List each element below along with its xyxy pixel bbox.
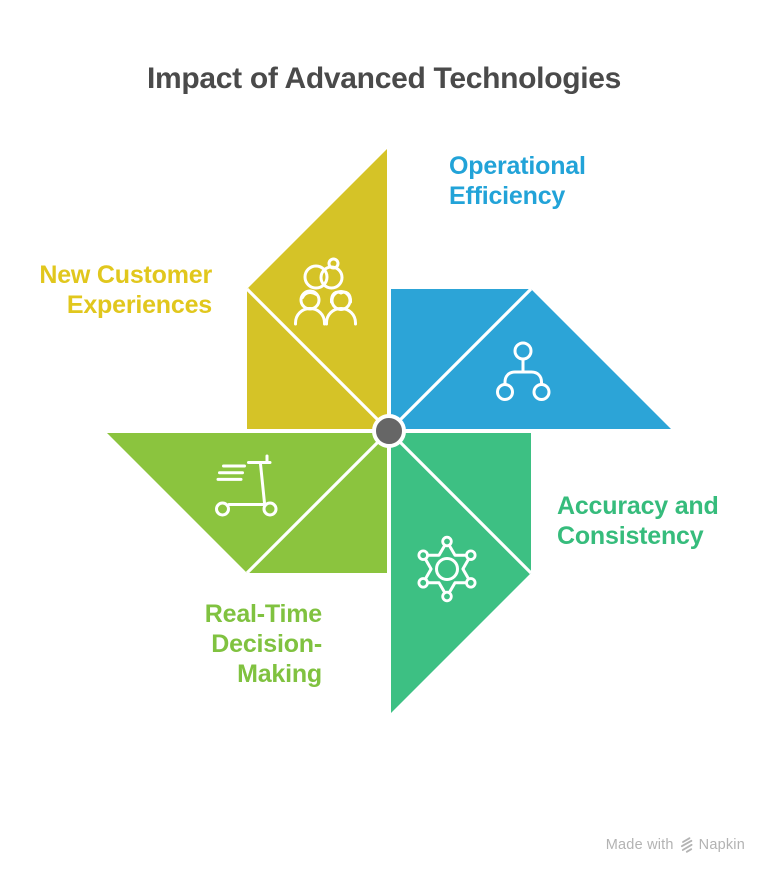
branch-lines (503, 370, 543, 386)
watermark-prefix: Made with (605, 836, 674, 853)
molecule-node (441, 535, 453, 548)
blade-real-time-decision-making (107, 431, 389, 575)
rear-wheel (215, 501, 230, 517)
scooter-icon (215, 454, 278, 517)
scooter-column (259, 462, 266, 505)
molecule-node (441, 590, 453, 603)
napkin-logo-icon (680, 837, 693, 853)
couple-rings-icon (294, 257, 357, 326)
label-accuracy-and-consistency: Accuracy and Consistency (557, 492, 719, 550)
front-wheel (262, 501, 278, 517)
label-operational-efficiency: Operational Efficiency (449, 152, 586, 210)
hierarchy-icon (496, 341, 551, 401)
diagram-title: Impact of Advanced Technologies (146, 62, 622, 95)
blade-diagonal-line (245, 431, 389, 575)
blade-diagonal-line (389, 287, 533, 431)
woman-hair (329, 290, 353, 304)
ring-left (303, 264, 329, 290)
blade-diagonal-line (389, 431, 533, 575)
blade-accuracy-and-consistency (389, 431, 533, 713)
watermark-brand: Napkin (698, 836, 745, 853)
blade-new-customer-experiences (245, 149, 389, 431)
ring-gem (327, 257, 340, 270)
blade-shape (391, 289, 671, 429)
man-hair (301, 290, 318, 299)
man-body (294, 307, 326, 326)
label-real-time-decision-making: Real-Time Decision- Making (204, 600, 322, 688)
molecule-icon (417, 535, 477, 603)
pinwheel-center-dot (372, 414, 406, 448)
woman-body (325, 307, 357, 326)
molecule-node (465, 577, 477, 589)
molecule-node (465, 549, 477, 561)
molecule-center (435, 557, 459, 581)
child-node-left (496, 383, 514, 401)
label-new-customer-experiences: New Customer Experiences (39, 261, 212, 319)
blade-diagonal-line (245, 287, 389, 431)
blade-shape (391, 433, 531, 713)
child-node-right (532, 383, 551, 401)
blade-operational-efficiency (389, 287, 671, 431)
molecule-node (417, 549, 429, 561)
watermark: Made with Napkin (606, 836, 745, 853)
molecule-node (417, 577, 429, 589)
